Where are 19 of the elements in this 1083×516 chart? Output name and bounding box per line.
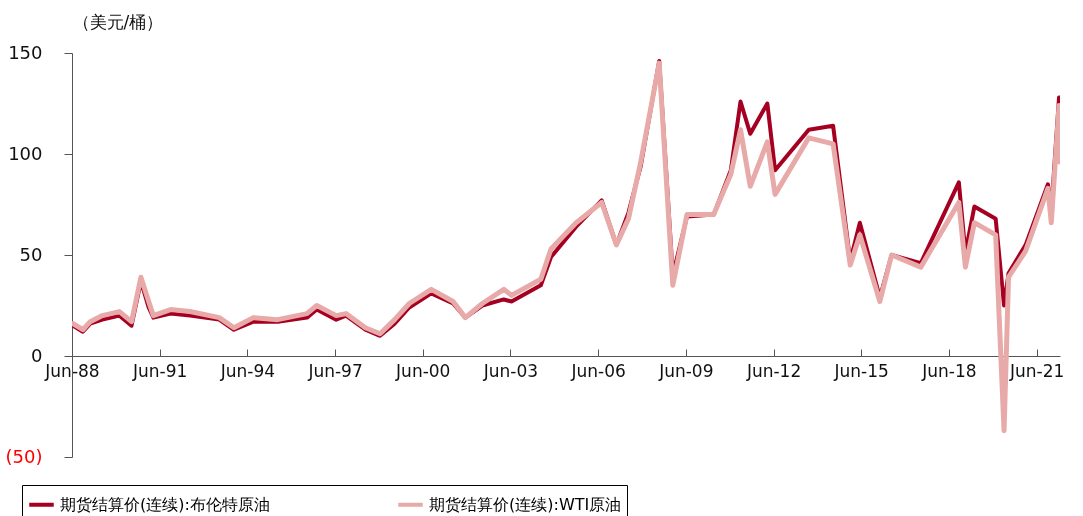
x-tick-label: Jun-91 <box>131 360 188 381</box>
x-tick-label: Jun-06 <box>570 360 626 381</box>
legend-label: 期货结算价(连续):布伦特原油 <box>60 494 270 514</box>
x-tick-label: Jun-12 <box>745 360 802 381</box>
y-tick-label: 0 <box>31 344 43 366</box>
x-tick-label: Jun-09 <box>658 360 714 381</box>
x-tick-label: Jun-00 <box>395 360 451 381</box>
x-tick-label: Jun-94 <box>219 360 276 381</box>
x-tick-label: Jun-15 <box>833 360 889 381</box>
x-tick-label: Jun-18 <box>921 360 977 381</box>
x-tick-label: Jun-21 <box>1008 360 1065 381</box>
y-axis-title: （美元/桶） <box>72 11 164 32</box>
y-tick-label: (50) <box>5 445 43 467</box>
legend-label: 期货结算价(连续):WTI原油 <box>429 494 622 514</box>
y-tick-label: 100 <box>8 142 43 164</box>
x-tick-label: Jun-97 <box>307 360 363 381</box>
x-tick-label: Jun-03 <box>482 360 539 381</box>
y-tick-label: 150 <box>8 41 43 63</box>
y-tick-label: 50 <box>19 243 43 265</box>
